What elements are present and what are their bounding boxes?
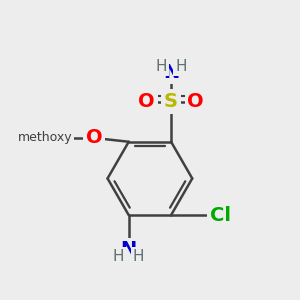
Text: Cl: Cl — [210, 206, 231, 225]
Text: H: H — [113, 249, 124, 264]
Text: H: H — [133, 249, 145, 264]
Text: S: S — [164, 92, 178, 111]
Text: O: O — [188, 92, 204, 111]
Text: N: N — [163, 63, 179, 82]
Text: O: O — [86, 128, 102, 147]
Text: H: H — [175, 59, 187, 74]
Text: methoxy: methoxy — [18, 131, 73, 144]
Text: N: N — [121, 240, 137, 259]
Text: H: H — [155, 59, 167, 74]
Text: O: O — [138, 92, 155, 111]
